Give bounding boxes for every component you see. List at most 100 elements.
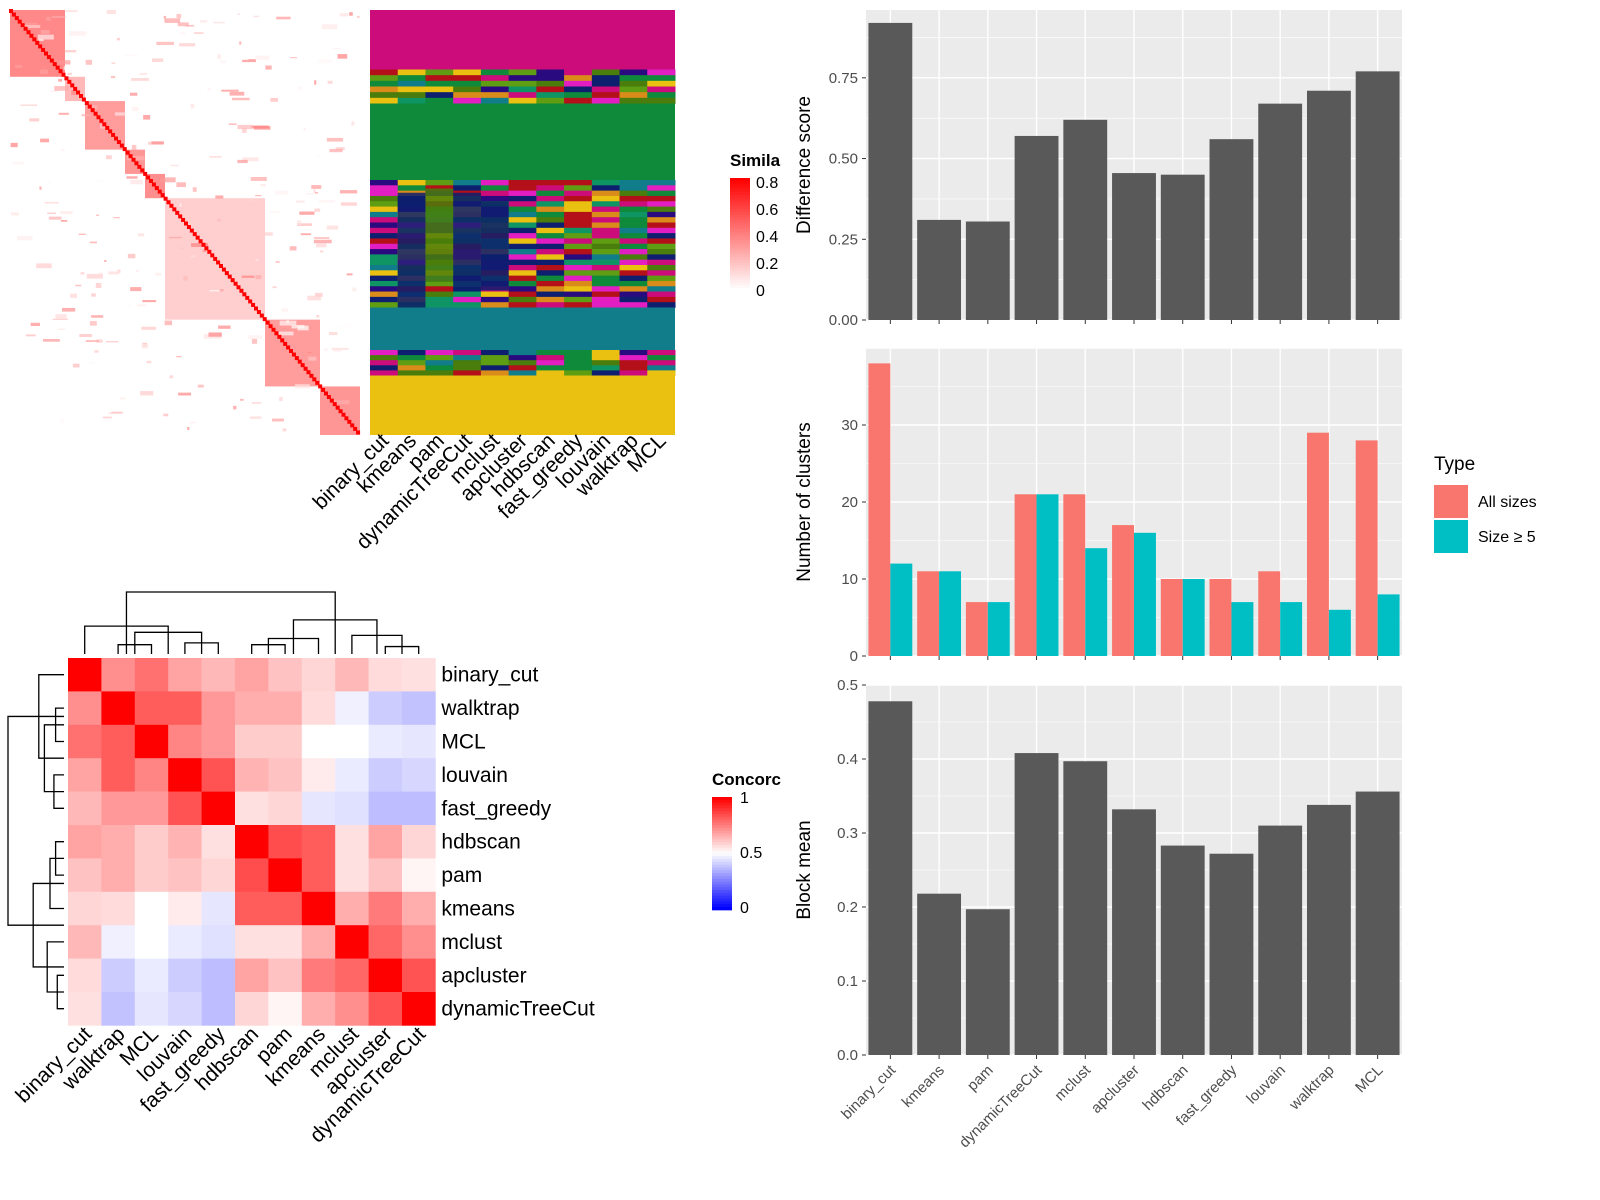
cluster-cell xyxy=(647,75,676,82)
similarity-cell xyxy=(60,219,68,222)
cluster-cell xyxy=(508,286,537,293)
x-tick-label: kmeans xyxy=(899,1062,948,1111)
similarity-cell xyxy=(315,155,322,158)
similarity-cell xyxy=(98,272,104,274)
concordance-cell xyxy=(335,858,369,893)
cluster-cell xyxy=(591,270,621,277)
similarity-cell xyxy=(194,32,204,34)
similarity-cell xyxy=(357,15,360,18)
cluster-cell xyxy=(619,254,648,261)
similarity-cell xyxy=(19,219,29,223)
cluster-cell xyxy=(453,370,482,376)
similarity-cell xyxy=(333,400,350,405)
cluster-cell xyxy=(536,365,565,371)
similarity-cell xyxy=(37,34,54,40)
similarity-diagonal-cell xyxy=(344,416,349,421)
cluster-cell xyxy=(536,291,565,298)
similarity-diagonal-cell xyxy=(44,51,48,56)
concordance-cell xyxy=(101,691,136,726)
cluster-membership-matrix xyxy=(370,10,676,435)
similarity-diagonal-cell xyxy=(230,278,235,283)
cluster-cell xyxy=(564,291,593,298)
concordance-cell xyxy=(134,758,169,792)
cluster-cell xyxy=(397,75,426,82)
concordance-cell xyxy=(301,758,336,792)
cluster-cell xyxy=(591,227,621,234)
similarity-cell xyxy=(339,190,358,194)
similarity-cell xyxy=(65,10,78,12)
cluster-cell xyxy=(619,286,648,293)
cluster-cell xyxy=(397,92,426,99)
similarity-cell xyxy=(54,60,71,65)
cluster-cell xyxy=(647,360,676,366)
concordance-cell xyxy=(335,791,369,826)
cluster-cell xyxy=(619,190,648,197)
concordance-cell xyxy=(235,925,269,959)
legend-gradient-step xyxy=(730,200,750,204)
similarity-cell xyxy=(39,69,48,75)
cluster-cell xyxy=(480,185,510,192)
legend-gradient-step xyxy=(712,890,732,894)
similarity-cell xyxy=(22,24,41,29)
similarity-cell xyxy=(137,304,147,307)
cluster-cell xyxy=(536,97,565,104)
similarity-diagonal-cell xyxy=(38,44,43,49)
y-tick-label: 0 xyxy=(850,648,858,665)
legend-gradient-step xyxy=(730,220,750,224)
legend-gradient-step xyxy=(712,819,732,823)
legend-gradient-step xyxy=(712,895,732,900)
similarity-cell xyxy=(164,320,173,326)
cluster-cell xyxy=(425,350,454,356)
cluster-cell xyxy=(619,365,648,371)
similarity-diagonal-cell xyxy=(178,214,183,219)
cluster-cell xyxy=(480,355,510,361)
cluster-cell xyxy=(619,69,648,76)
bar xyxy=(1231,602,1254,656)
cluster-cell xyxy=(619,275,648,282)
cluster-cell xyxy=(508,355,537,361)
cluster-cell xyxy=(647,350,676,356)
similarity-cell xyxy=(190,255,195,258)
legend-gradient-step xyxy=(730,254,750,258)
concordance-cell xyxy=(368,858,403,893)
legend-title: Type xyxy=(1434,454,1475,475)
legend-gradient-step xyxy=(712,816,732,821)
bar xyxy=(1209,139,1254,320)
similarity-diagonal-cell xyxy=(90,108,95,113)
similarity-cell xyxy=(130,179,143,185)
similarity-cell xyxy=(189,421,197,424)
similarity-cell xyxy=(274,190,288,195)
concordance-cell xyxy=(134,658,169,692)
cluster-cell xyxy=(647,355,676,361)
cluster-cell xyxy=(564,206,593,213)
similarity-cell xyxy=(314,292,323,297)
similarity-cell xyxy=(176,182,186,188)
similarity-cell xyxy=(55,314,67,320)
similarity-diagonal-cell xyxy=(294,356,299,361)
cluster-cell xyxy=(508,97,537,104)
bar xyxy=(917,219,962,320)
cluster-cell xyxy=(370,360,399,366)
similarity-cell xyxy=(340,202,357,206)
concordance-cell xyxy=(201,891,236,926)
concordance-cell xyxy=(235,858,269,893)
bar xyxy=(1160,579,1183,656)
similarity-cell xyxy=(329,148,343,153)
similarity-diagonal-cell xyxy=(134,161,139,166)
bar xyxy=(1306,90,1351,321)
bar xyxy=(1014,753,1059,1055)
similarity-cell xyxy=(40,138,50,143)
cluster-cell xyxy=(619,265,648,271)
similarity-cell xyxy=(209,289,220,292)
similarity-cell xyxy=(318,59,332,64)
row-label: dynamicTreeCut xyxy=(441,998,594,1021)
legend-gradient-step xyxy=(712,836,732,840)
similarity-cell xyxy=(81,114,91,117)
similarity-diagonal-cell xyxy=(239,288,244,293)
cluster-cell xyxy=(453,180,482,186)
cluster-cell xyxy=(591,86,621,93)
legend-gradient-step xyxy=(712,864,732,869)
cluster-cell xyxy=(370,80,399,87)
bar xyxy=(1377,594,1400,656)
similarity-cell xyxy=(43,339,60,342)
